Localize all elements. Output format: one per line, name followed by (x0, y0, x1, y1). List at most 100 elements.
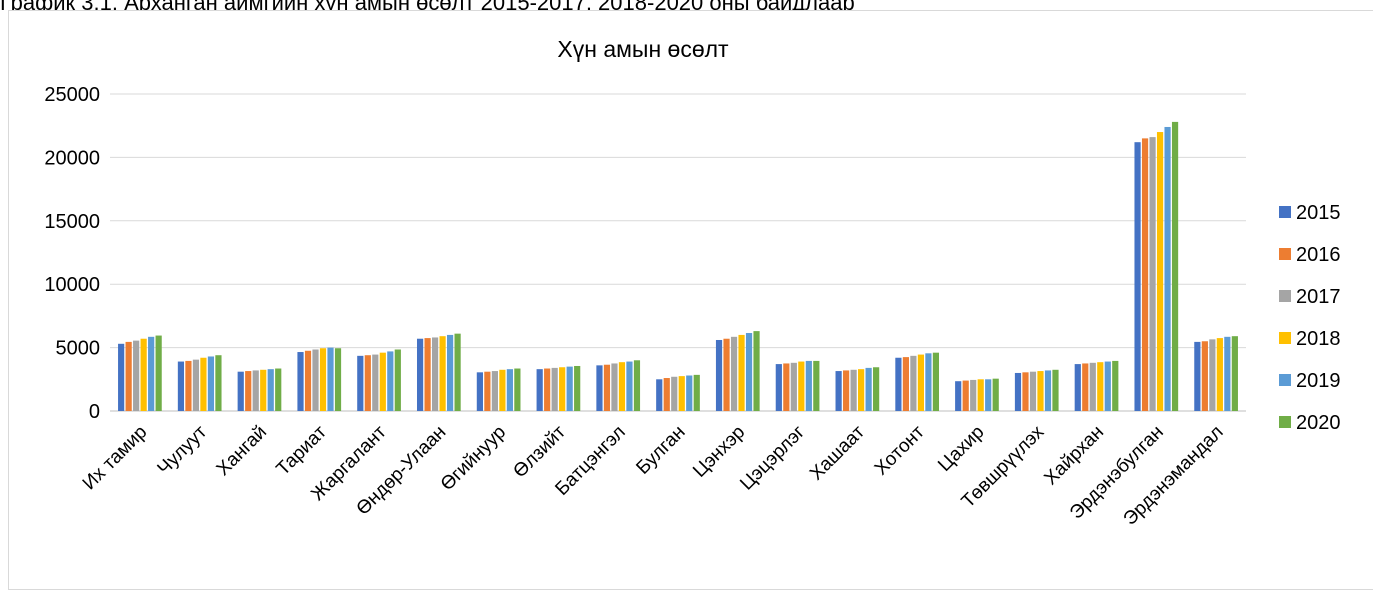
bar (125, 341, 132, 411)
bar (1052, 369, 1059, 411)
y-tick-label: 5000 (56, 338, 101, 360)
bar (551, 367, 558, 411)
x-tick-label: Булган (632, 422, 689, 479)
y-tick-label: 15000 (44, 211, 100, 233)
bar (574, 365, 581, 411)
bar (925, 353, 932, 411)
bar (267, 369, 274, 411)
bar (603, 364, 611, 411)
bar (977, 379, 984, 411)
bar (1134, 142, 1141, 411)
bar (1037, 371, 1044, 411)
bar (1149, 137, 1156, 411)
x-tick-label: Цахир (934, 422, 988, 476)
x-tick-label: Их тамир (79, 422, 152, 495)
bar (312, 349, 319, 411)
bar (237, 371, 244, 411)
bar (1164, 126, 1171, 411)
bar (491, 371, 498, 411)
legend: 2015 2016 2017 2018 2019 2020 (1279, 202, 1341, 434)
y-tick-label: 25000 (44, 84, 100, 106)
bar (200, 357, 207, 411)
legend-swatch (1279, 248, 1291, 260)
y-tick-label: 20000 (44, 147, 100, 169)
bar (394, 349, 401, 411)
bar (686, 375, 693, 411)
bar (865, 367, 872, 411)
y-tick-label: 10000 (44, 274, 100, 296)
bar (596, 365, 603, 411)
bar (1156, 132, 1164, 411)
x-tick-label: Хотонт (871, 421, 929, 479)
legend-label: 2018 (1296, 328, 1341, 350)
x-tick-label: Тариат (273, 421, 331, 479)
bar (850, 369, 857, 411)
bars (118, 121, 1238, 412)
bar (798, 361, 805, 411)
bar (955, 381, 962, 411)
legend-label: 2020 (1296, 412, 1341, 434)
bar (611, 363, 618, 411)
bar (476, 372, 483, 411)
bar (715, 339, 723, 411)
bar (656, 379, 663, 411)
bar (155, 335, 162, 411)
bar (185, 360, 192, 411)
x-tick-label: Өлзийт (509, 421, 570, 482)
legend-label: 2016 (1296, 244, 1341, 266)
bar (895, 357, 902, 411)
x-tick-label: Цэцэрлэг (736, 422, 809, 495)
bar (1194, 341, 1201, 411)
bar (678, 376, 685, 411)
bar (1022, 372, 1029, 411)
bar (992, 378, 999, 411)
bar (275, 368, 282, 411)
x-tick-label: Хашаат (806, 421, 869, 484)
bar (745, 333, 753, 411)
bar (1224, 336, 1231, 411)
bar (723, 338, 730, 411)
bar (805, 360, 812, 411)
bar (424, 338, 431, 411)
bar (177, 361, 185, 411)
bar (484, 371, 491, 411)
bar (297, 352, 304, 411)
bar (633, 360, 641, 411)
bar (835, 371, 842, 411)
bar (364, 355, 371, 411)
bar (245, 371, 252, 411)
y-axis-ticks: 0 5000 10000 15000 20000 25000 (44, 84, 100, 423)
legend-swatch (1279, 290, 1291, 302)
bar (439, 336, 446, 411)
x-tick-label: Цэнхэр (689, 422, 749, 482)
bar (1231, 336, 1238, 411)
bar (1141, 138, 1149, 411)
legend-swatch (1279, 374, 1291, 386)
bar (1074, 364, 1081, 411)
bar (663, 378, 670, 411)
bar (319, 348, 327, 411)
bar (192, 359, 200, 411)
legend-label: 2019 (1296, 370, 1341, 392)
x-tick-label: Чулуут (154, 421, 212, 479)
legend-swatch (1279, 206, 1291, 218)
bar (783, 363, 790, 411)
x-tick-label: Өгийнуур (437, 422, 510, 495)
bar (1097, 362, 1104, 411)
bar (843, 370, 850, 411)
gridlines (110, 93, 1246, 412)
bar (775, 364, 782, 411)
bar (1209, 339, 1216, 411)
bar (252, 370, 259, 411)
legend-swatch (1279, 416, 1291, 428)
bar (566, 366, 573, 411)
bar (1082, 363, 1089, 411)
bar (962, 380, 969, 411)
x-axis-labels: Их тамир Чулуут Хангай ТариатЖаргалантӨндөр… (79, 421, 1228, 529)
bar (260, 369, 267, 411)
bar (334, 348, 342, 411)
bar (813, 360, 820, 411)
bar (387, 351, 394, 411)
bar (506, 369, 513, 411)
bar (514, 368, 521, 411)
